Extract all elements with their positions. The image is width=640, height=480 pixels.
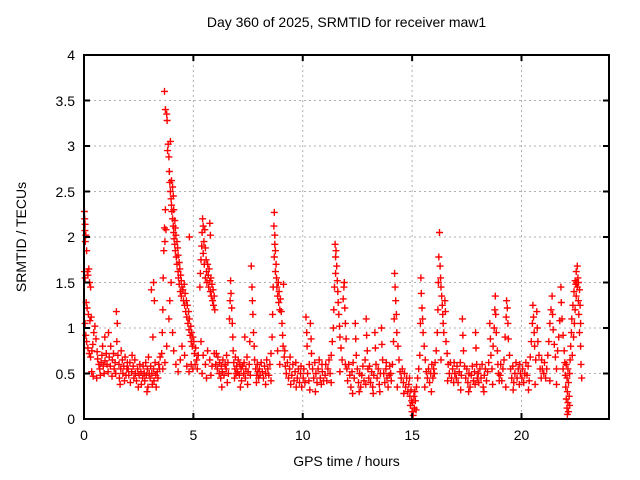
y-tick-label: 3.5 [55, 92, 75, 109]
chart-title: Day 360 of 2025, SRMTID for receiver maw… [206, 14, 487, 30]
x-tick-label: 20 [513, 427, 530, 443]
y-tick-label: 1.5 [55, 274, 75, 291]
x-tick-label: 0 [80, 427, 88, 443]
y-tick-label: 3 [67, 138, 75, 154]
x-axis-label: GPS time / hours [293, 453, 400, 469]
x-tick-label: 15 [404, 427, 420, 443]
y-tick-label: 2.5 [55, 183, 75, 200]
y-tick-label: 1 [67, 320, 75, 336]
x-tick-label: 10 [294, 427, 311, 443]
data-points [80, 87, 586, 419]
y-tick-label: 0 [67, 411, 75, 427]
y-tick-label: 4 [67, 47, 75, 63]
y-tick-label: 0.5 [55, 365, 75, 382]
x-tick-label: 5 [189, 427, 198, 443]
y-tick-label: 2 [67, 229, 75, 245]
